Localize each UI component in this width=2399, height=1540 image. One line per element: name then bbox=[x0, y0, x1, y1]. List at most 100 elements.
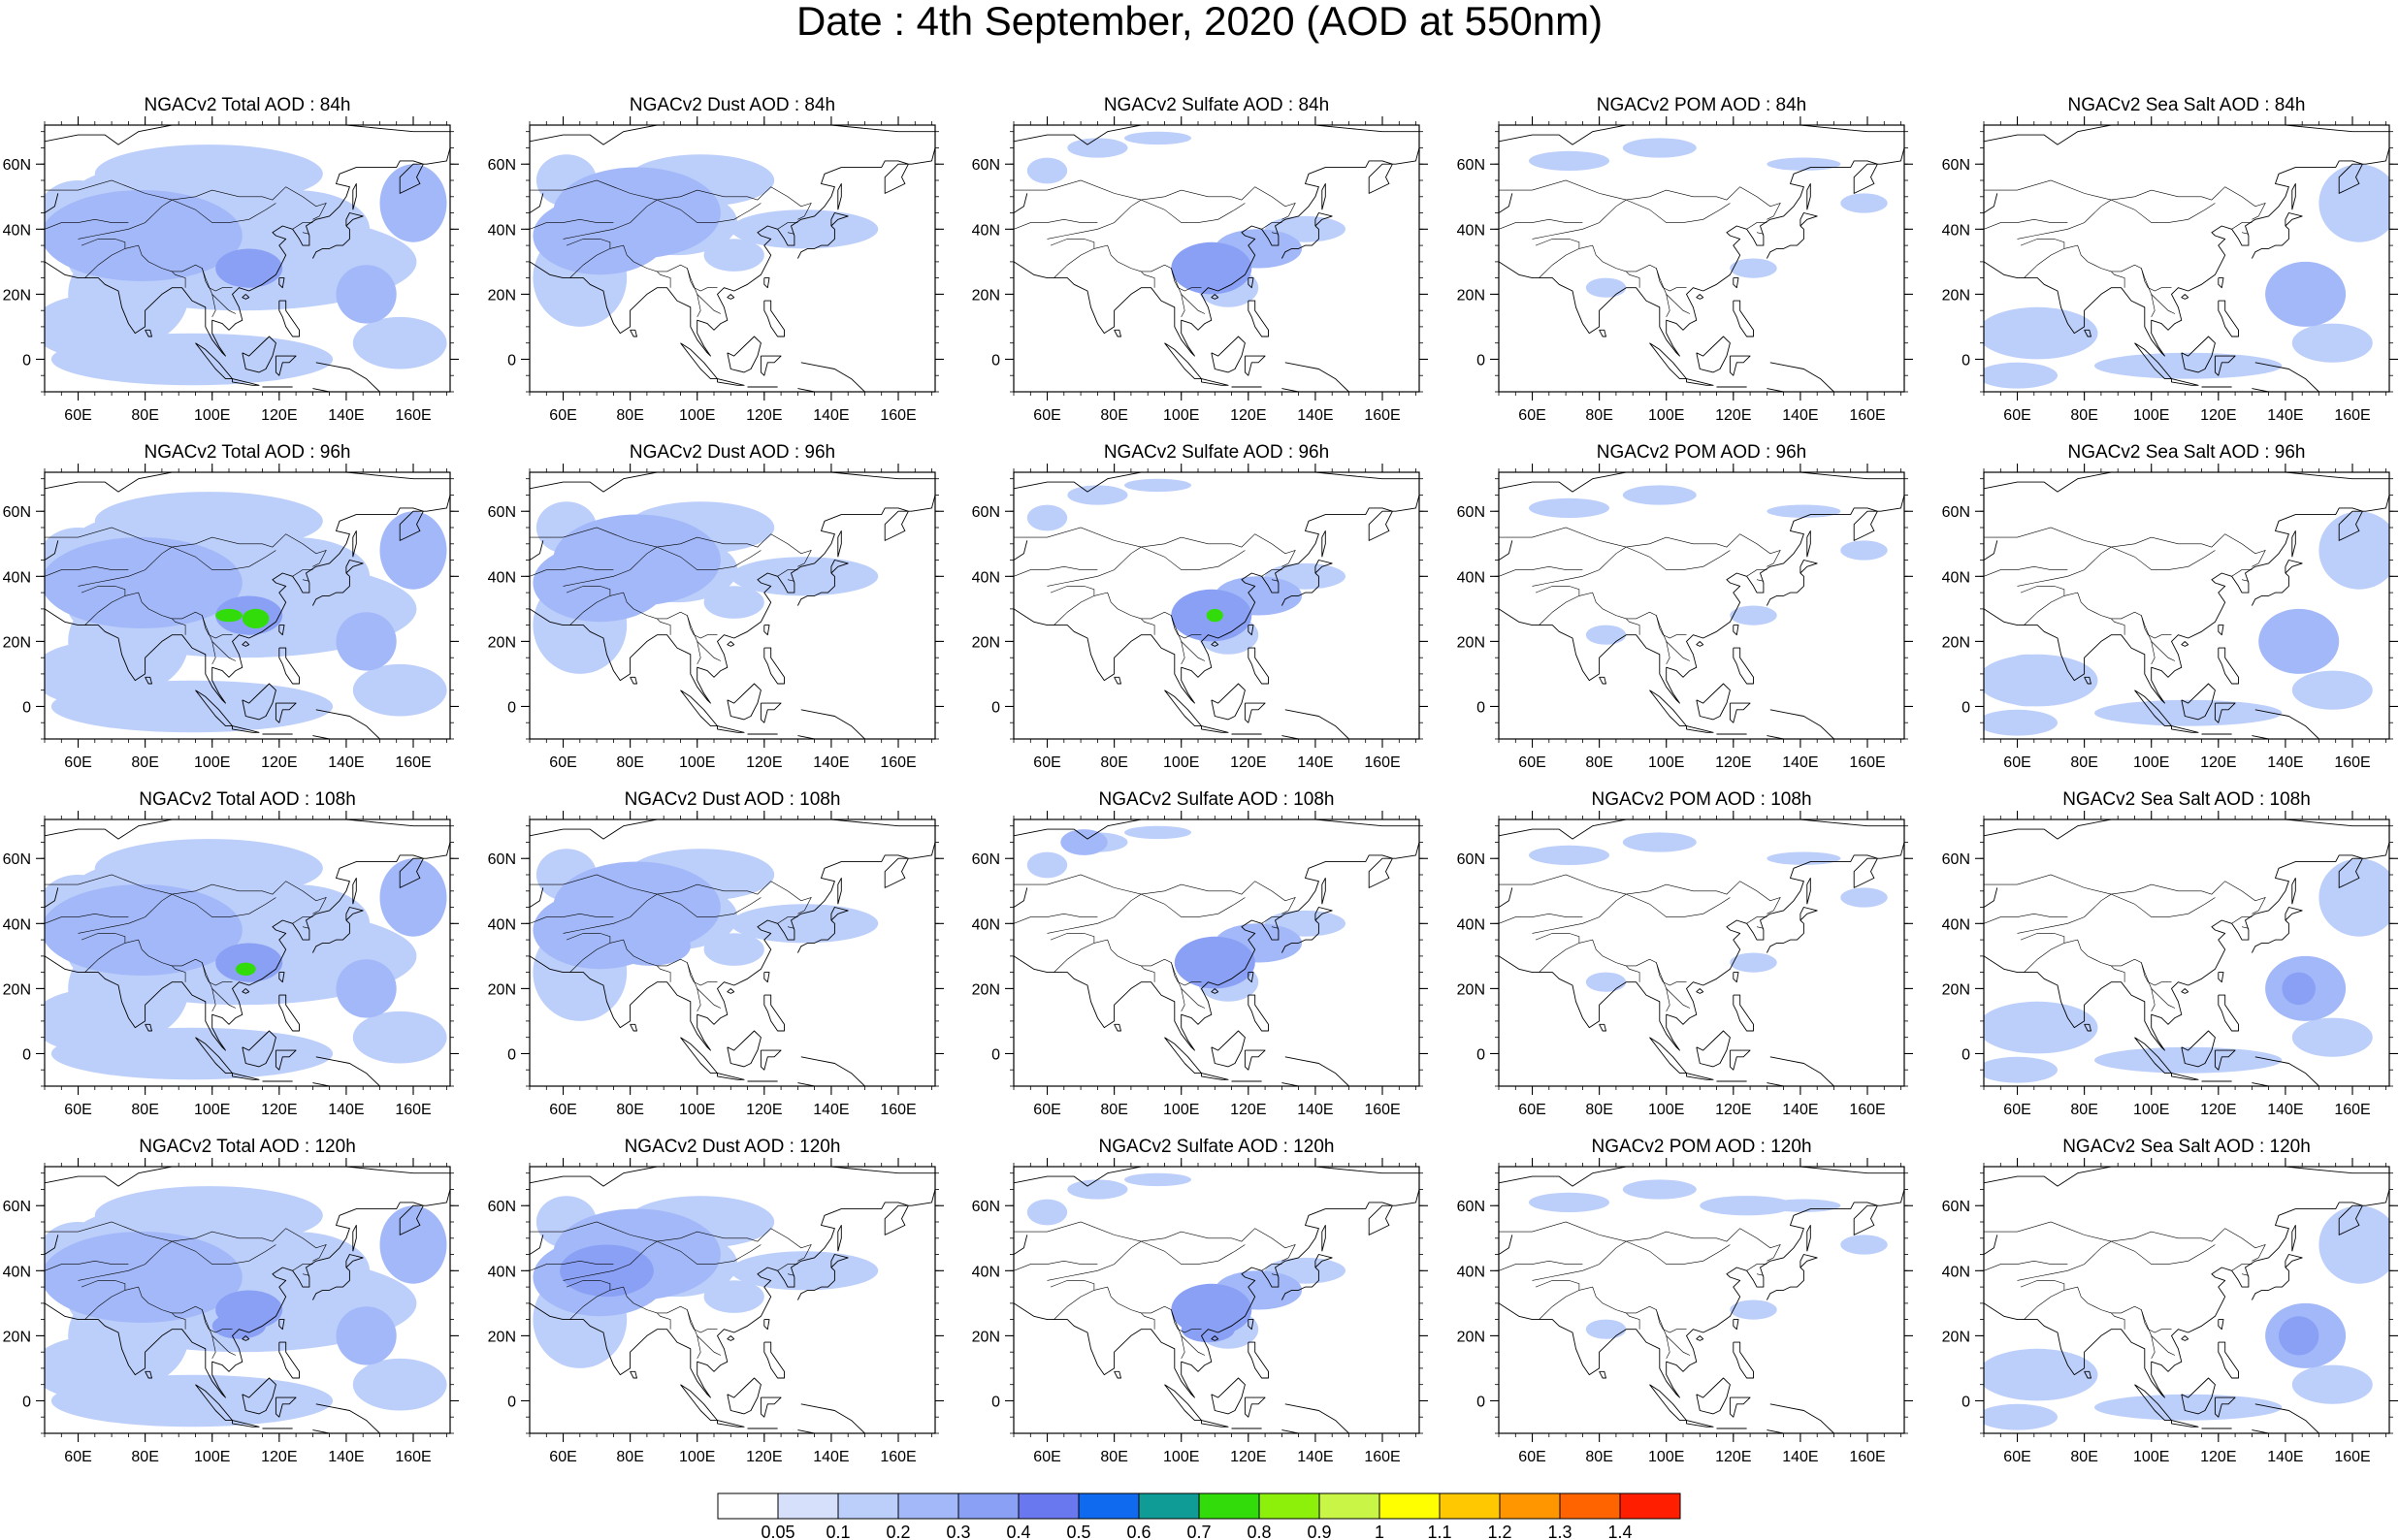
country-border bbox=[609, 244, 718, 292]
lon-tick-label: 60E bbox=[2003, 407, 2030, 424]
country-border bbox=[1984, 179, 2112, 201]
coastline bbox=[1696, 1030, 1731, 1068]
coastlines bbox=[530, 1167, 935, 1433]
country-border bbox=[2231, 222, 2253, 230]
lon-tick-label: 100E bbox=[1163, 754, 1199, 771]
country-border bbox=[78, 881, 327, 934]
lon-tick-label: 60E bbox=[1033, 1449, 1060, 1465]
coastline bbox=[760, 702, 782, 723]
country-border bbox=[81, 1280, 126, 1291]
panel-title: NGACv2 Total AOD : 108h bbox=[139, 789, 356, 810]
coastline bbox=[630, 329, 637, 337]
country-border bbox=[609, 939, 718, 986]
coastline bbox=[278, 994, 300, 1032]
coastline bbox=[1499, 472, 1904, 493]
country-borders bbox=[1984, 527, 2266, 665]
aod-contour-region bbox=[1622, 485, 1697, 505]
lat-tick-label: 60N bbox=[1457, 1199, 1485, 1215]
coastline bbox=[315, 1403, 380, 1433]
country-border bbox=[2151, 988, 2156, 1012]
coastline bbox=[311, 1267, 350, 1300]
lat-tick-label: 20N bbox=[972, 1329, 1000, 1345]
coastline bbox=[2291, 1224, 2296, 1252]
aod-contour-region bbox=[1585, 972, 1627, 992]
aod-contour-region bbox=[2258, 608, 2340, 674]
coastline bbox=[278, 972, 285, 983]
lon-tick-label: 160E bbox=[1364, 754, 1400, 771]
coastline bbox=[45, 540, 59, 561]
panel-title: NGACv2 Sulfate AOD : 96h bbox=[1104, 442, 1329, 463]
aod-contour-region bbox=[730, 557, 879, 596]
lat-tick-label: 20N bbox=[3, 634, 31, 651]
lat-tick-label: 40N bbox=[1457, 916, 1485, 933]
map-panel: 60E 80E 100E 120E 140E 160E 0 20N 40N 60N NGACv2 P… bbox=[1457, 95, 1913, 424]
coastline bbox=[1733, 972, 1739, 983]
map-frame bbox=[1983, 471, 2390, 740]
coastline bbox=[315, 362, 380, 392]
aod-contour-region bbox=[211, 1312, 266, 1339]
lat-tick-label: 0 bbox=[991, 1046, 1000, 1063]
coastline bbox=[797, 1082, 838, 1086]
map-panel: 60E 80E 100E 120E 140E 160E 0 20N 40N 60N NGACv2 P… bbox=[1457, 789, 1913, 1118]
coastline bbox=[242, 336, 276, 373]
coastline bbox=[530, 1189, 935, 1398]
lat-tick-label: 0 bbox=[22, 352, 31, 369]
country-border bbox=[530, 913, 614, 924]
country-borders bbox=[1499, 179, 1781, 318]
aod-contour-region bbox=[2291, 1364, 2373, 1404]
coastlines bbox=[1499, 1167, 1904, 1433]
panel-title: NGACv2 Sulfate AOD : 120h bbox=[1099, 1137, 1335, 1157]
coastline bbox=[1014, 193, 1028, 213]
aod-contour-region bbox=[703, 586, 764, 619]
coastline bbox=[760, 355, 782, 376]
colorbar-label: 0.1 bbox=[826, 1523, 850, 1540]
panel-title: NGACv2 Total AOD : 120h bbox=[139, 1137, 356, 1157]
panel-title: NGACv2 POM AOD : 96h bbox=[1597, 442, 1806, 463]
coastline bbox=[1014, 472, 1419, 493]
country-border bbox=[530, 1260, 614, 1271]
country-border bbox=[1047, 881, 1296, 934]
coastline bbox=[1114, 676, 1121, 685]
country-border bbox=[1141, 965, 1155, 982]
aod-contour-region bbox=[1060, 829, 1108, 855]
lon-tick-label: 140E bbox=[813, 754, 849, 771]
country-border bbox=[1014, 179, 1142, 201]
lat-tick-label: 40N bbox=[1942, 1264, 1970, 1280]
coastline bbox=[1281, 225, 1319, 259]
country-border bbox=[78, 1228, 327, 1281]
coastline bbox=[1649, 1384, 1687, 1422]
country-border bbox=[697, 1335, 701, 1360]
coastline bbox=[145, 1023, 152, 1032]
lat-tick-label: 0 bbox=[507, 352, 516, 369]
colorbar-label: 1.4 bbox=[1607, 1523, 1632, 1540]
lon-tick-label: 80E bbox=[1100, 407, 1127, 424]
aod-contour-region bbox=[1622, 832, 1697, 852]
coastline bbox=[45, 147, 450, 357]
country-border bbox=[1054, 943, 1095, 973]
coastline bbox=[680, 1037, 718, 1075]
lon-tick-label: 160E bbox=[880, 754, 916, 771]
country-border bbox=[1539, 595, 1580, 626]
country-border bbox=[2020, 239, 2065, 249]
coastline bbox=[345, 212, 364, 227]
coastline bbox=[1729, 702, 1751, 723]
aod-contour-region bbox=[1984, 1403, 2058, 1430]
country-border bbox=[569, 595, 611, 626]
lon-tick-label: 60E bbox=[64, 1102, 91, 1118]
aod-contour-region bbox=[94, 839, 323, 898]
coastline bbox=[275, 702, 297, 723]
coastline bbox=[1114, 329, 1121, 337]
aod-contour-region bbox=[222, 1232, 371, 1310]
coastline bbox=[530, 842, 935, 1051]
map-panel: 60E 80E 100E 120E 140E 160E 0 20N 40N 60N NGACv2 D… bbox=[488, 1137, 944, 1465]
coastline bbox=[345, 907, 364, 921]
coastline bbox=[242, 294, 250, 300]
country-border bbox=[1656, 268, 1691, 314]
lon-tick-label: 100E bbox=[2133, 1449, 2169, 1465]
coastline bbox=[1164, 342, 1202, 380]
country-border bbox=[1261, 1264, 1282, 1271]
country-border bbox=[530, 565, 614, 577]
coastlines bbox=[1499, 125, 1904, 392]
coastline bbox=[763, 994, 785, 1032]
coastline bbox=[830, 560, 849, 574]
